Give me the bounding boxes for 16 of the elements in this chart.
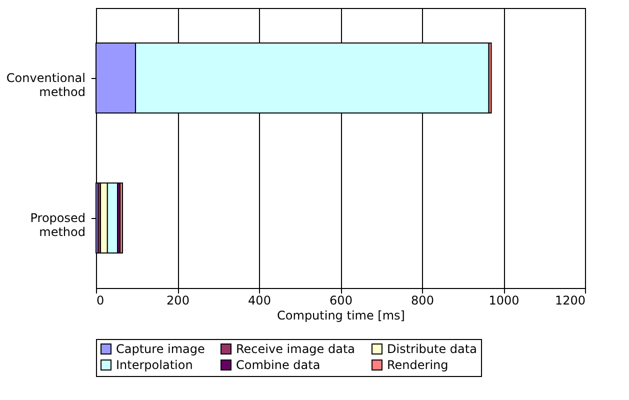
y-tick-label: Conventional method bbox=[6, 71, 86, 99]
legend-label: Receive image data bbox=[236, 342, 356, 356]
x-tick-label: 800 bbox=[411, 294, 434, 308]
x-tick-label: 400 bbox=[248, 294, 271, 308]
x-axis-title: Computing time [ms] bbox=[277, 308, 405, 322]
x-tick-label: 1200 bbox=[554, 294, 586, 308]
legend-label: Combine data bbox=[236, 358, 320, 372]
y-tick-label: Proposed method bbox=[30, 211, 86, 239]
legend-label: Capture image bbox=[116, 342, 205, 356]
x-tick-label: 600 bbox=[330, 294, 352, 308]
legend-label: Distribute data bbox=[387, 342, 477, 356]
x-tick-label: 200 bbox=[166, 294, 190, 308]
x-tick-label: 0 bbox=[96, 294, 104, 308]
legend-label: Interpolation bbox=[116, 358, 193, 372]
x-tick-label: 1000 bbox=[488, 294, 520, 308]
legend-label: Rendering bbox=[387, 358, 448, 372]
